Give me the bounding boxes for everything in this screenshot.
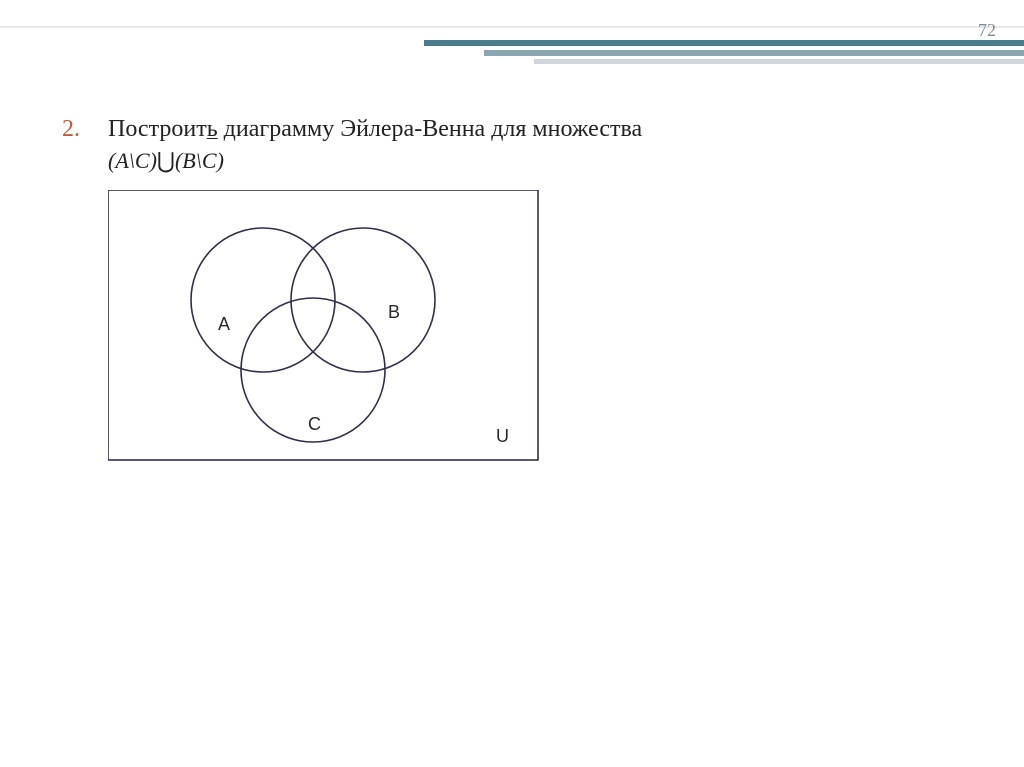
page-number: 72 xyxy=(978,20,996,41)
label-u: U xyxy=(496,426,509,446)
universe-box xyxy=(108,190,538,460)
list-number: 2. xyxy=(62,116,80,143)
circle-b xyxy=(291,228,435,372)
label-c: C xyxy=(308,414,321,434)
prompt-line1-post: диаграмму Эйлера-Венна для множества xyxy=(218,116,643,142)
header-bar-1 xyxy=(424,40,1024,46)
header-bar-3 xyxy=(534,59,1024,64)
prompt-line1-pre: Построит xyxy=(108,116,207,142)
prompt-line1-mid: ь xyxy=(207,116,218,142)
prompt-line-1: Построить диаграмму Эйлера-Венна для мно… xyxy=(108,116,642,143)
slide: 72 2. Построить диаграмму Эйлера-Венна д… xyxy=(0,0,1024,767)
header-bar-2 xyxy=(484,50,1024,56)
label-a: A xyxy=(218,314,230,334)
header-rule-thin xyxy=(0,26,1024,28)
label-b: B xyxy=(388,302,400,322)
venn-diagram: A B C U xyxy=(108,190,548,475)
circle-a xyxy=(191,228,335,372)
venn-svg: A B C U xyxy=(108,190,548,470)
prompt-line-2: (A\C)⋃(B\C) xyxy=(108,148,224,174)
